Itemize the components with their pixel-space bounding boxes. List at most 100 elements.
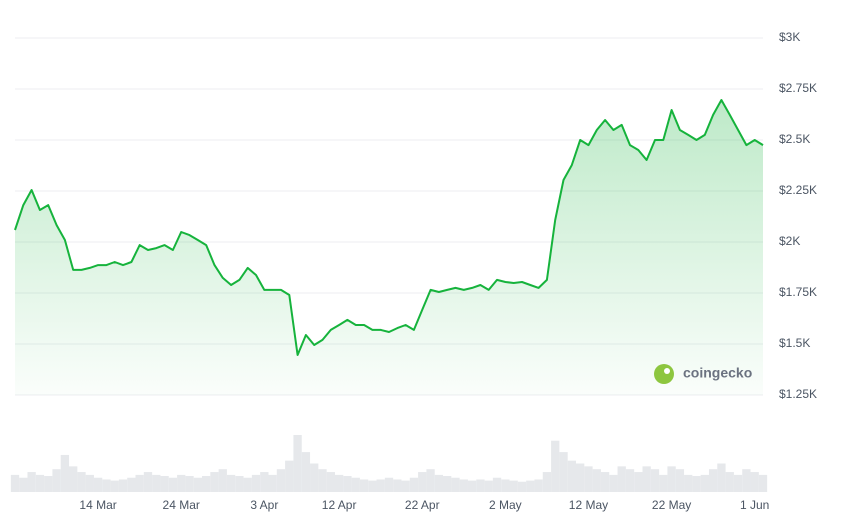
volume-bar [226, 474, 236, 492]
volume-bar [725, 472, 734, 492]
volume-bar [717, 463, 726, 492]
x-tick-label: 2 May [489, 498, 522, 512]
volume-bar [268, 474, 277, 492]
volume-bar [77, 472, 86, 492]
volume-bar [434, 474, 444, 492]
volume-bar [243, 477, 252, 492]
volume-bar [750, 472, 759, 492]
y-tick-label: $1.5K [779, 336, 810, 350]
x-tick-label: 22 Apr [405, 498, 440, 512]
volume-bar [118, 479, 128, 492]
volume-bar [10, 474, 20, 492]
x-tick-label: 3 Apr [250, 498, 278, 512]
volume-bar [758, 474, 768, 492]
y-tick-label: $2.75K [779, 81, 817, 95]
volume-bar [584, 466, 593, 492]
volume-bar [143, 472, 153, 492]
volume-bar [69, 466, 78, 492]
volume-bar [476, 479, 485, 492]
volume-bar [634, 472, 643, 492]
volume-bar [384, 477, 394, 492]
volume-bar [251, 474, 261, 492]
volume-bar [517, 481, 527, 492]
volume-bar [625, 469, 635, 492]
x-tick-label: 14 Mar [79, 498, 116, 512]
volume-bar [177, 474, 186, 492]
volume-bar [692, 476, 701, 492]
x-tick-label: 24 Mar [163, 498, 200, 512]
volume-bar [492, 477, 502, 492]
volume-bar [85, 474, 94, 492]
volume-bar [110, 480, 119, 492]
volume-bar [393, 479, 402, 492]
volume-bar [19, 477, 28, 492]
volume-bar [368, 480, 377, 492]
volume-bar [650, 469, 660, 492]
x-tick-label: 22 May [652, 498, 691, 512]
volume-bar [127, 477, 136, 492]
volume-bar [742, 469, 751, 492]
volume-bar [152, 474, 161, 492]
volume-bar [35, 474, 45, 492]
x-tick-label: 1 Jun [740, 498, 769, 512]
volume-bar [301, 452, 311, 492]
volume-bar [27, 472, 36, 492]
volume-bar [443, 476, 452, 492]
x-tick-label: 12 Apr [322, 498, 357, 512]
volume-bar [326, 472, 335, 492]
volume-bar [185, 476, 194, 492]
x-tick-label: 12 May [569, 498, 608, 512]
volume-bar [418, 472, 427, 492]
watermark-text: coingecko [683, 365, 752, 381]
volume-bar [168, 477, 178, 492]
volume-bar [667, 466, 676, 492]
volume-bar [93, 477, 103, 492]
y-tick-label: $2.25K [779, 183, 817, 197]
volume-bar [44, 476, 53, 492]
price-line [14, 99, 764, 356]
volume-bar [675, 469, 685, 492]
volume-bar [501, 479, 510, 492]
volume-bar [210, 472, 219, 492]
volume-bar [202, 476, 211, 492]
watermark-icon [654, 364, 674, 384]
volume-bar [359, 479, 369, 492]
volume-bar [310, 463, 319, 492]
volume-bar [484, 480, 493, 492]
volume-bar [376, 479, 385, 492]
volume-bar [293, 435, 302, 492]
volume-bar [235, 476, 244, 492]
volume-bar [684, 474, 693, 492]
volume-bar [659, 474, 668, 492]
volume-bar [576, 463, 585, 492]
volume-bar [318, 469, 327, 492]
volume-bar [351, 477, 360, 492]
volume-bar [135, 474, 144, 492]
y-tick-label: $1.75K [779, 285, 817, 299]
volume-bar [542, 472, 552, 492]
volume-bar [401, 480, 410, 492]
y-tick-label: $2K [779, 234, 800, 248]
volume-bar [551, 440, 560, 492]
watermark-icon-eye [664, 368, 670, 374]
volume-bar [617, 466, 626, 492]
volume-bar [459, 479, 468, 492]
y-tick-label: $1.25K [779, 387, 817, 401]
volume-bar [733, 474, 743, 492]
volume-bar [60, 454, 70, 492]
volume-bar [451, 477, 460, 492]
volume-bar [708, 469, 718, 492]
volume-bar [285, 460, 294, 492]
volume-bar [160, 476, 169, 492]
volume-bar [193, 477, 202, 492]
price-area [15, 100, 763, 395]
volume-bar [52, 469, 61, 492]
volume-bar [642, 466, 651, 492]
volume-bar [102, 479, 111, 492]
volume-bar [426, 469, 435, 492]
watermark: coingecko [654, 364, 752, 384]
volume-bar [218, 469, 227, 492]
volume-bar [467, 480, 477, 492]
volume-bar [609, 474, 618, 492]
